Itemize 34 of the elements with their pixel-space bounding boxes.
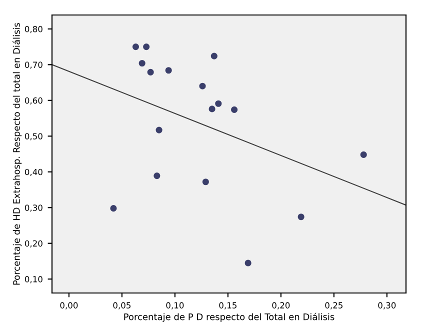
point [154,172,160,180]
point [110,205,117,212]
x-tick-label: 0,25 [325,302,342,310]
x-axis-title: Porcentaje de P D respecto del Total en Diálisis [124,312,334,322]
x-tick-label: 0,20 [272,302,290,310]
point [215,100,222,107]
point [132,44,140,50]
point [156,126,162,134]
point [208,106,216,112]
y-tick-label: 0,40 [24,168,42,176]
x-tick-label: 0,15 [219,302,236,310]
point [147,68,154,76]
x-tick-label: 0,05 [113,302,130,310]
point [199,82,206,90]
y-tick-label: 0,70 [24,62,42,69]
x-tick-label: 0,00 [60,302,78,310]
y-tick-label: 0,30 [24,204,42,212]
point [165,67,172,74]
point [231,106,238,113]
y-tick-label: 0,80 [24,26,42,34]
y-tick-label: 0,10 [24,276,42,284]
y-tick-label: 0,60 [24,97,42,105]
point [210,52,218,60]
point [244,260,252,266]
point [360,151,367,158]
point [138,60,146,67]
point [202,178,209,186]
y-tick-label: 0,20 [24,240,42,248]
point [143,44,150,50]
y-tick-label: 0,50 [24,133,42,140]
x-tick-label: 0,30 [378,302,396,310]
y-axis-title: Porcentaje de HD Extrahosp. Respecto del total en Diálisis [12,22,22,285]
x-tick-label: 0,10 [166,302,184,310]
point [298,214,304,220]
